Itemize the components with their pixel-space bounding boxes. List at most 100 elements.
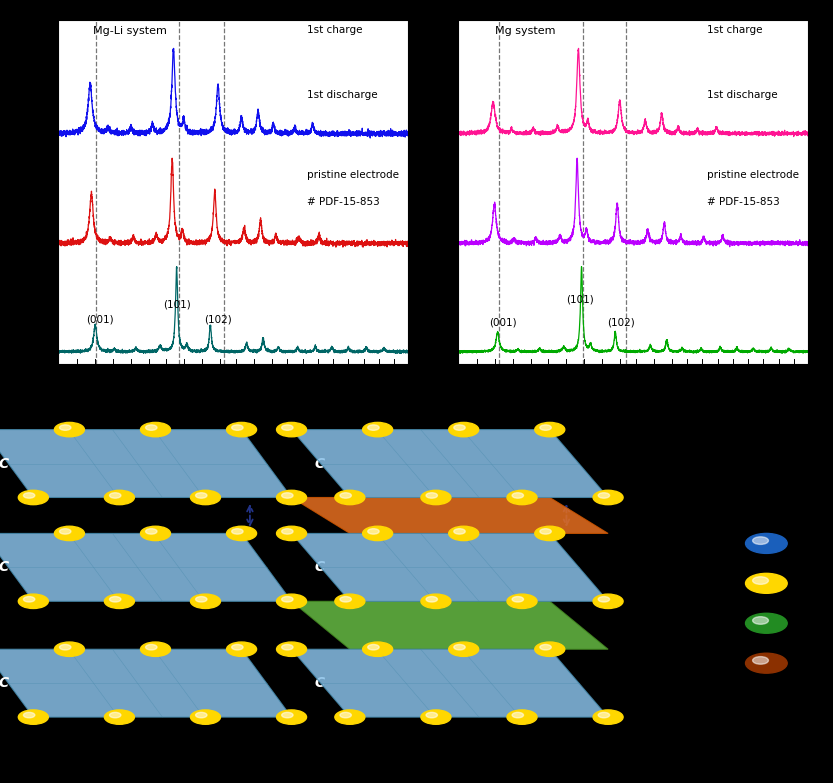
Circle shape — [282, 425, 293, 431]
Circle shape — [340, 493, 352, 498]
Circle shape — [362, 642, 392, 656]
Circle shape — [54, 422, 84, 437]
Text: (001): (001) — [489, 318, 516, 328]
Circle shape — [421, 490, 451, 505]
Text: # PDF-15-853: # PDF-15-853 — [307, 197, 380, 207]
Circle shape — [141, 642, 171, 656]
Circle shape — [746, 653, 787, 673]
Text: C: C — [315, 561, 325, 575]
Circle shape — [598, 713, 610, 718]
Circle shape — [540, 529, 551, 534]
Circle shape — [282, 713, 293, 718]
Circle shape — [507, 594, 537, 608]
X-axis label: 2θ / degrees: 2θ / degrees — [194, 392, 272, 406]
Circle shape — [421, 710, 451, 724]
Circle shape — [752, 577, 768, 584]
Circle shape — [191, 710, 221, 724]
Circle shape — [232, 644, 243, 650]
Circle shape — [277, 526, 307, 540]
Text: 1st charge: 1st charge — [706, 25, 762, 35]
Text: # PDF-15-853: # PDF-15-853 — [706, 197, 780, 207]
Circle shape — [426, 493, 437, 498]
Polygon shape — [0, 649, 292, 717]
Polygon shape — [292, 601, 608, 649]
Circle shape — [752, 657, 768, 664]
Text: C: C — [0, 561, 8, 575]
Circle shape — [277, 422, 307, 437]
Polygon shape — [292, 533, 608, 601]
Circle shape — [146, 425, 157, 431]
Circle shape — [59, 529, 71, 534]
Circle shape — [752, 617, 768, 624]
Circle shape — [746, 613, 787, 633]
Circle shape — [59, 644, 71, 650]
Circle shape — [18, 594, 48, 608]
Circle shape — [59, 425, 71, 431]
Polygon shape — [292, 649, 608, 717]
Circle shape — [23, 493, 35, 498]
Circle shape — [104, 594, 134, 608]
Circle shape — [540, 644, 551, 650]
Circle shape — [752, 537, 768, 544]
Text: C: C — [315, 456, 325, 471]
Circle shape — [362, 526, 392, 540]
Circle shape — [367, 425, 379, 431]
Polygon shape — [0, 533, 292, 601]
Text: pristine electrode: pristine electrode — [706, 170, 799, 179]
Text: b: b — [420, 13, 433, 31]
Circle shape — [109, 597, 121, 602]
Circle shape — [282, 644, 293, 650]
Circle shape — [454, 644, 465, 650]
Circle shape — [196, 713, 207, 718]
Circle shape — [282, 529, 293, 534]
Text: C: C — [0, 677, 8, 690]
Circle shape — [227, 422, 257, 437]
Circle shape — [593, 490, 623, 505]
Circle shape — [507, 490, 537, 505]
Circle shape — [598, 493, 610, 498]
Circle shape — [362, 422, 392, 437]
Text: (101): (101) — [162, 299, 191, 309]
Text: Mg-Li system: Mg-Li system — [92, 27, 167, 37]
Circle shape — [104, 710, 134, 724]
Circle shape — [512, 597, 523, 602]
Circle shape — [54, 642, 84, 656]
Circle shape — [227, 526, 257, 540]
Text: C: C — [0, 456, 8, 471]
Circle shape — [191, 490, 221, 505]
Circle shape — [535, 526, 565, 540]
Circle shape — [540, 425, 551, 431]
Circle shape — [232, 425, 243, 431]
Circle shape — [512, 713, 523, 718]
Polygon shape — [292, 497, 608, 533]
Circle shape — [449, 526, 479, 540]
Circle shape — [191, 594, 221, 608]
Circle shape — [277, 594, 307, 608]
Circle shape — [746, 533, 787, 554]
Circle shape — [54, 526, 84, 540]
Circle shape — [104, 490, 134, 505]
Circle shape — [421, 594, 451, 608]
Circle shape — [335, 594, 365, 608]
Text: Mg system: Mg system — [495, 27, 556, 37]
Polygon shape — [0, 430, 292, 497]
Circle shape — [449, 642, 479, 656]
Circle shape — [23, 713, 35, 718]
Text: (102): (102) — [205, 315, 232, 324]
Circle shape — [593, 594, 623, 608]
Circle shape — [196, 493, 207, 498]
Circle shape — [367, 644, 379, 650]
Text: pristine electrode: pristine electrode — [307, 170, 399, 179]
Circle shape — [146, 644, 157, 650]
Circle shape — [535, 422, 565, 437]
Text: 1st charge: 1st charge — [307, 25, 362, 35]
Circle shape — [282, 597, 293, 602]
Circle shape — [109, 713, 121, 718]
Circle shape — [426, 713, 437, 718]
Text: C: C — [315, 677, 325, 690]
Circle shape — [146, 529, 157, 534]
Circle shape — [277, 490, 307, 505]
Circle shape — [593, 710, 623, 724]
Circle shape — [23, 597, 35, 602]
Circle shape — [277, 642, 307, 656]
